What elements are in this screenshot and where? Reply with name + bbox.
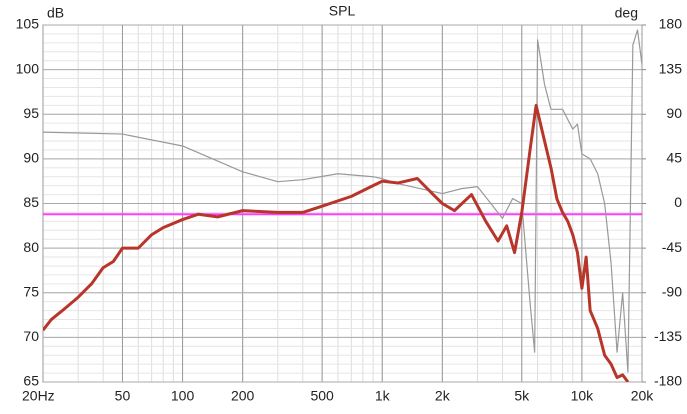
y2-tick-label: -135	[654, 328, 682, 344]
y2-axis-label: deg	[615, 5, 638, 21]
x-tick-label: 100	[171, 388, 195, 404]
series-line	[43, 103, 630, 382]
y2-tick-label: 90	[666, 105, 682, 121]
y-tick-label: 80	[23, 239, 39, 255]
y2-tick-label: 0	[674, 194, 682, 210]
x-tick-label: 50	[115, 388, 131, 404]
y-tick-label: 90	[23, 150, 39, 166]
x-tick-label: 20k	[631, 388, 655, 404]
y-tick-label: 105	[16, 16, 40, 32]
y2-tick-label: 180	[659, 16, 683, 32]
x-tick-label: 5k	[514, 388, 530, 404]
y-tick-label: 85	[23, 194, 39, 210]
y2-tick-label: -90	[662, 283, 682, 299]
y-tick-label: 100	[16, 60, 40, 76]
chart-title: SPL	[329, 3, 356, 19]
y-tick-label: 95	[23, 105, 39, 121]
x-tick-label: 10k	[571, 388, 595, 404]
x-tick-label: 500	[310, 388, 334, 404]
y-tick-label: 70	[23, 328, 39, 344]
y-tick-label: 65	[23, 373, 39, 389]
y2-tick-label: -180	[654, 373, 682, 389]
x-tick-label: 200	[231, 388, 255, 404]
y2-tick-label: 45	[666, 150, 682, 166]
x-tick-label: 1k	[375, 388, 391, 404]
y2-tick-label: 135	[659, 60, 683, 76]
x-tick-label: 20Hz	[22, 388, 55, 404]
series-line	[43, 29, 642, 373]
y-tick-label: 75	[23, 283, 39, 299]
x-tick-label: 2k	[435, 388, 451, 404]
y-axis-label: dB	[47, 5, 64, 21]
y2-tick-label: -45	[662, 239, 682, 255]
